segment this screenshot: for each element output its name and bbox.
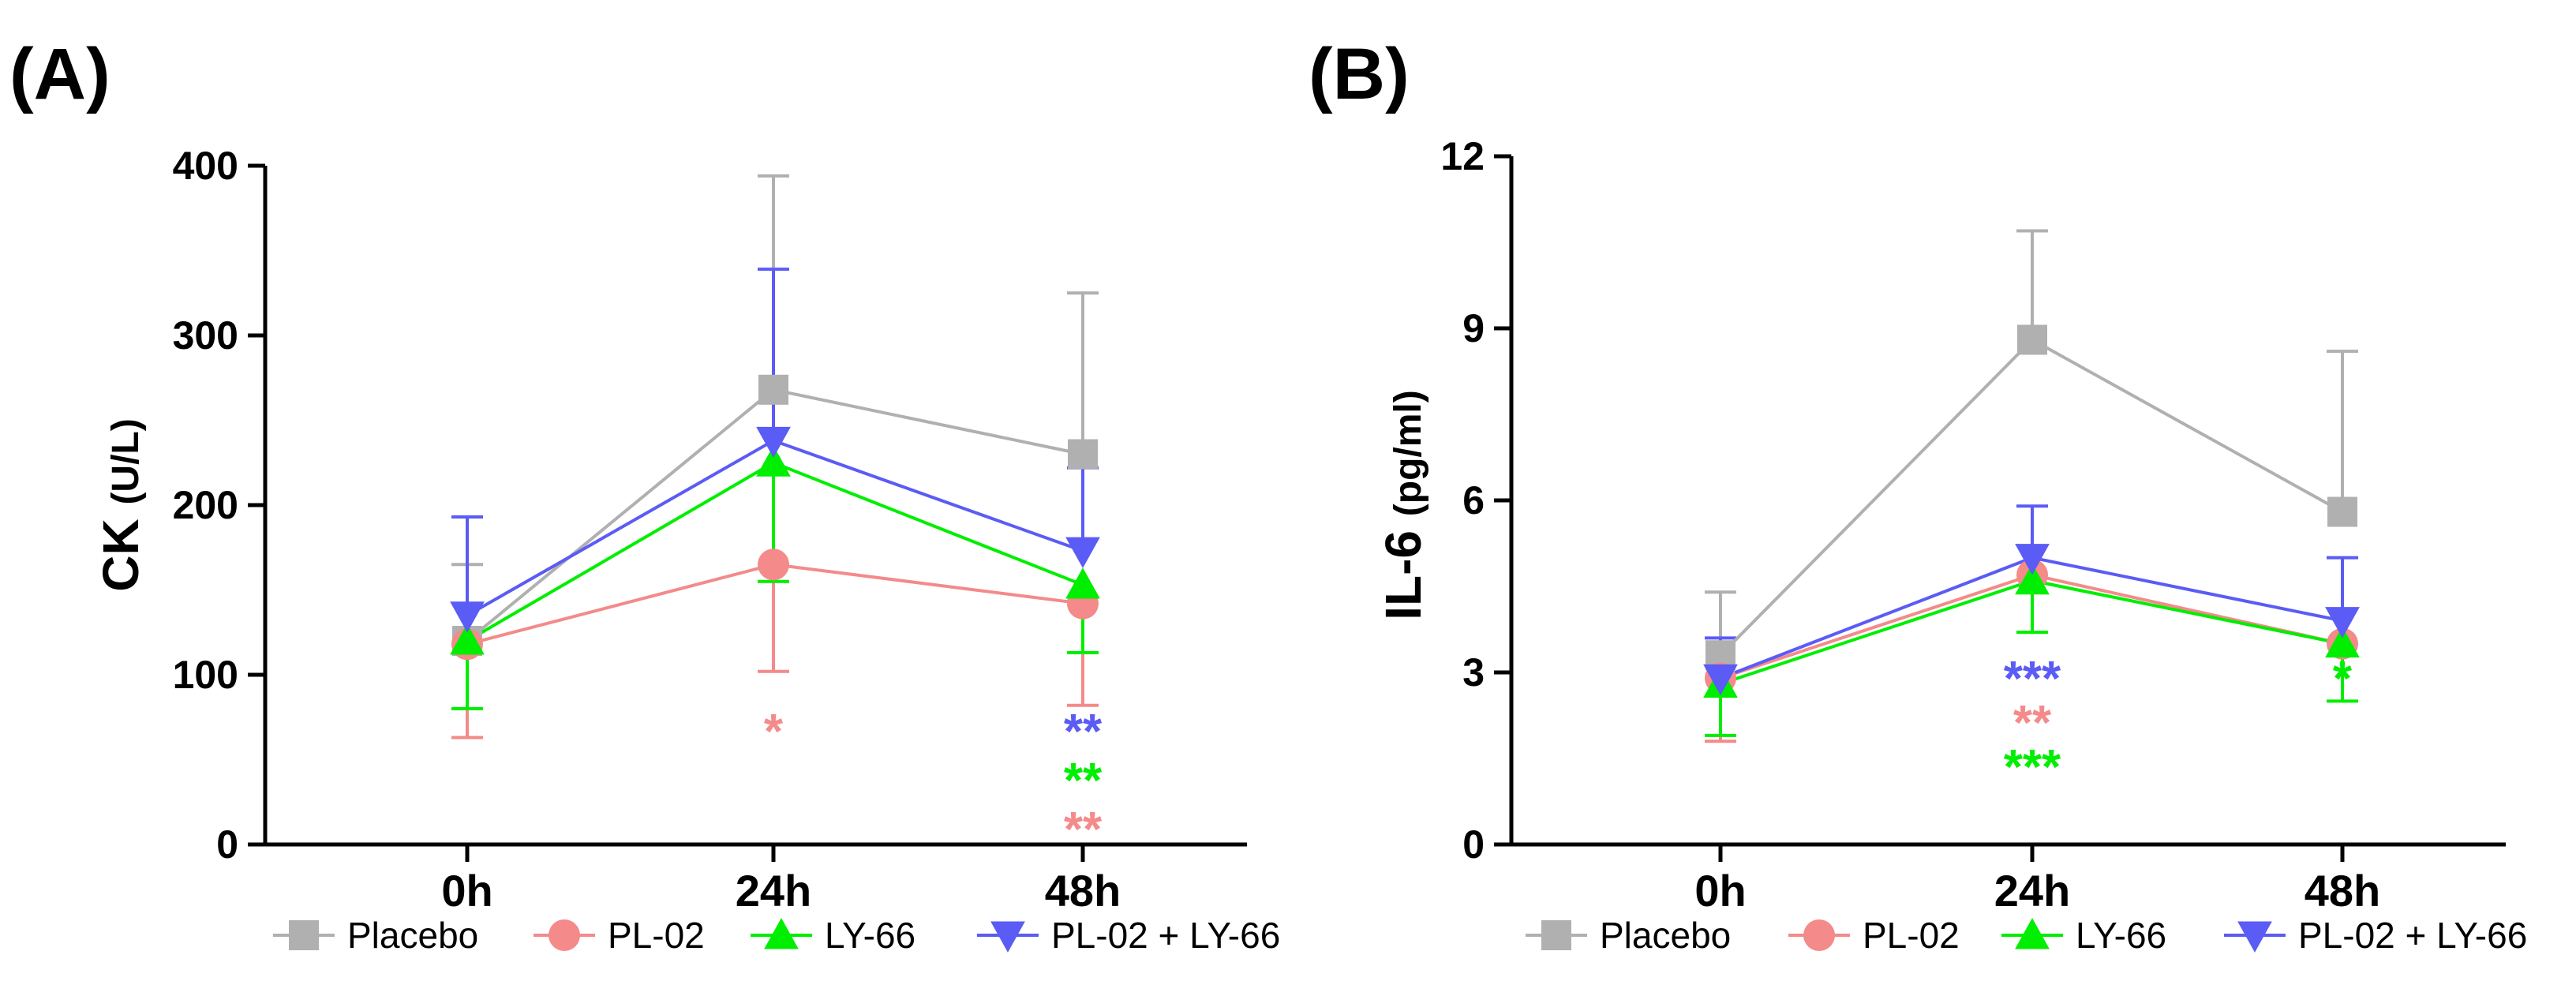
legend-marker — [990, 921, 1025, 953]
significance-label: *** — [2004, 652, 2061, 706]
legend-label: Placebo — [1600, 915, 1731, 956]
data-point — [756, 445, 791, 477]
panel-label: (A) — [9, 34, 110, 114]
y-tick-label: 200 — [173, 483, 238, 527]
data-point — [2325, 607, 2360, 638]
y-tick-label: 0 — [216, 822, 238, 867]
significance-label: ** — [1064, 754, 1103, 808]
data-point — [758, 549, 789, 581]
y-tick-label: 100 — [173, 653, 238, 697]
y-tick-label: 3 — [1462, 650, 1485, 695]
panel-label: (B) — [1309, 34, 1410, 114]
y-axis-title: CK (U/L) — [92, 418, 149, 592]
legend-marker — [1803, 919, 1835, 951]
legend-label: LY-66 — [2076, 915, 2166, 956]
y-axis-title-unit: (pg/ml) — [1387, 390, 1429, 516]
data-point — [450, 623, 485, 655]
significance-label: ** — [1064, 803, 1103, 857]
legend-label: PL-02 — [608, 915, 705, 956]
data-point — [758, 374, 788, 405]
data-point — [756, 426, 791, 459]
y-tick-label: 300 — [173, 313, 238, 358]
x-tick-label: 0h — [1694, 866, 1746, 915]
y-tick-label: 6 — [1462, 478, 1485, 522]
y-tick-label: 0 — [1462, 822, 1485, 867]
x-tick-label: 0h — [441, 866, 492, 915]
legend-label: Placebo — [347, 915, 478, 956]
y-axis-title: IL-6 (pg/ml) — [1375, 390, 1432, 620]
significance-label: * — [764, 705, 784, 759]
significance-label: ** — [1064, 705, 1103, 759]
y-axis-title-main: IL-6 — [1375, 516, 1432, 620]
significance-label: ** — [2013, 696, 2052, 751]
data-point — [2325, 626, 2360, 658]
y-tick-label: 12 — [1440, 134, 1485, 178]
significance-label: * — [2333, 652, 2353, 706]
y-tick-label: 9 — [1462, 306, 1485, 350]
x-tick-label: 48h — [2305, 866, 2381, 915]
legend-marker — [2237, 921, 2272, 953]
data-point — [2017, 324, 2047, 355]
y-axis-title-unit: (U/L) — [105, 418, 147, 504]
data-point — [1068, 439, 1098, 470]
y-tick-label: 400 — [173, 144, 238, 188]
legend-label: LY-66 — [825, 915, 915, 956]
data-point — [2327, 496, 2357, 527]
x-tick-label: 48h — [1045, 866, 1121, 915]
data-point — [2015, 563, 2050, 595]
x-tick-label: 24h — [736, 866, 812, 915]
legend-marker — [1541, 920, 1571, 950]
legend-marker — [289, 920, 319, 950]
legend-label: PL-02 — [1863, 915, 1960, 956]
significance-label: *** — [2004, 740, 2061, 795]
legend-label: PL-02 + LY-66 — [2298, 915, 2527, 956]
data-point — [1703, 664, 1738, 696]
legend-marker — [549, 919, 580, 951]
data-point — [1065, 567, 1100, 599]
legend-marker — [764, 918, 799, 949]
legend-label: PL-02 + LY-66 — [1051, 915, 1280, 956]
legend-marker — [2015, 918, 2050, 949]
data-point — [2015, 544, 2050, 575]
data-point — [1065, 537, 1100, 568]
data-point — [450, 601, 485, 633]
x-tick-label: 24h — [1994, 866, 2071, 915]
y-axis-title-main: CK — [92, 505, 149, 592]
